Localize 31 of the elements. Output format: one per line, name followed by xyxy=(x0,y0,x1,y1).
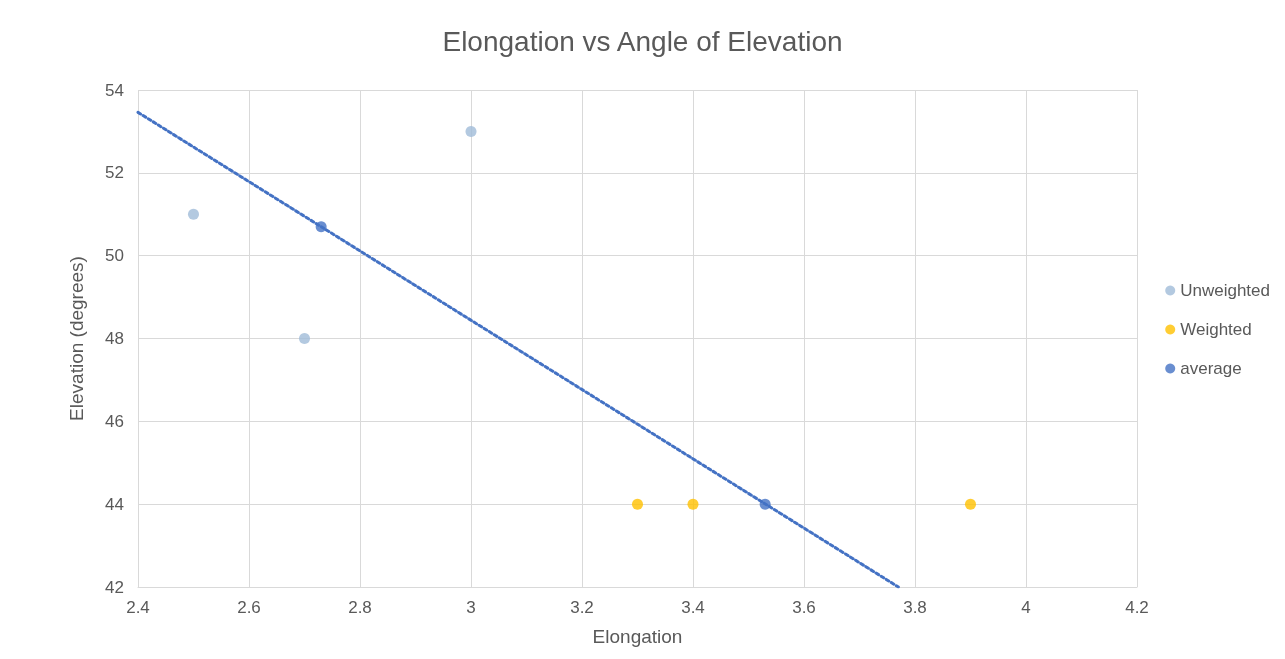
x-tick-label: 2.6 xyxy=(237,598,261,617)
point xyxy=(632,498,643,510)
legend-label: average xyxy=(1180,359,1242,378)
point xyxy=(687,498,699,510)
point xyxy=(465,125,477,137)
x-axis-title: Elongation xyxy=(592,626,683,647)
legend-label: Weighted xyxy=(1180,320,1252,339)
x-tick-label: 3 xyxy=(466,598,476,617)
x-tick-label: 2.8 xyxy=(348,598,372,617)
point xyxy=(315,221,327,233)
chart-title: Elongation vs Angle of Elevation xyxy=(442,25,843,57)
x-tick-label: 2.4 xyxy=(126,598,150,617)
x-tick-label: 3.8 xyxy=(903,598,927,617)
x-tick-label: 4 xyxy=(1021,598,1031,617)
point xyxy=(965,498,976,510)
x-tick-label: 4.2 xyxy=(1125,598,1149,617)
y-axis-title: Elevation (degrees) xyxy=(66,256,87,421)
y-tick-label: 42 xyxy=(105,577,124,597)
point xyxy=(299,333,310,344)
x-tick-label: 3.4 xyxy=(681,598,705,617)
y-tick-label: 52 xyxy=(105,163,124,183)
point xyxy=(188,208,199,220)
y-tick-label: 54 xyxy=(105,80,124,100)
x-tick-label: 3.6 xyxy=(792,598,816,617)
y-tick-label: 46 xyxy=(105,411,124,431)
point xyxy=(759,498,771,510)
y-tick-label: 50 xyxy=(105,246,124,266)
legend-label: Unweighted xyxy=(1180,281,1270,300)
x-tick-label: 3.2 xyxy=(570,598,594,617)
y-tick-label: 44 xyxy=(105,494,124,514)
y-tick-label: 48 xyxy=(105,329,124,348)
